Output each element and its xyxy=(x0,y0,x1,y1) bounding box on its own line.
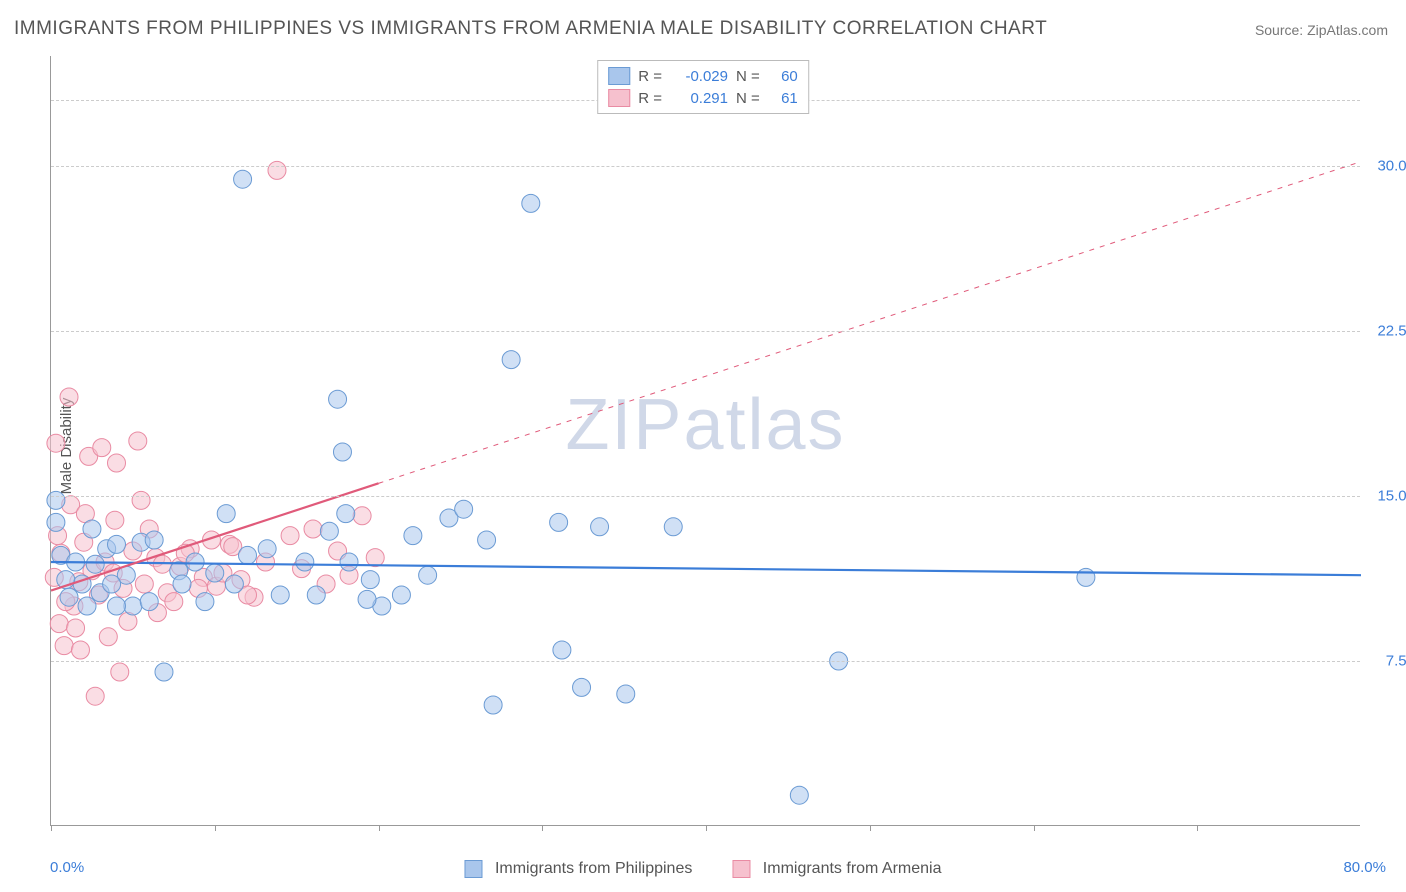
legend-item-philippines: Immigrants from Philippines xyxy=(464,860,692,878)
x-tick xyxy=(542,825,543,831)
swatch-philippines xyxy=(464,860,482,878)
x-tick xyxy=(1197,825,1198,831)
legend-item-armenia: Immigrants from Armenia xyxy=(732,860,941,878)
n-value-armenia: 61 xyxy=(768,90,798,107)
n-label: N = xyxy=(736,90,760,107)
y-tick-label: 30.0% xyxy=(1377,158,1406,175)
x-tick xyxy=(870,825,871,831)
swatch-armenia xyxy=(608,89,630,107)
x-tick xyxy=(1034,825,1035,831)
r-value-philippines: -0.029 xyxy=(670,68,728,85)
x-tick xyxy=(51,825,52,831)
x-tick xyxy=(379,825,380,831)
correlation-row-philippines: R = -0.029 N = 60 xyxy=(608,65,798,87)
x-tick xyxy=(706,825,707,831)
legend-label-philippines: Immigrants from Philippines xyxy=(495,860,692,877)
n-label: N = xyxy=(736,68,760,85)
r-label: R = xyxy=(638,90,662,107)
legend-label-armenia: Immigrants from Armenia xyxy=(763,860,942,877)
correlation-legend: R = -0.029 N = 60 R = 0.291 N = 61 xyxy=(597,60,809,114)
r-value-armenia: 0.291 xyxy=(670,90,728,107)
x-axis-min: 0.0% xyxy=(50,859,84,876)
scatter-svg xyxy=(51,56,1360,825)
series-legend: Immigrants from Philippines Immigrants f… xyxy=(464,860,941,878)
r-label: R = xyxy=(638,68,662,85)
correlation-row-armenia: R = 0.291 N = 61 xyxy=(608,87,798,109)
x-tick xyxy=(215,825,216,831)
plot-area: ZIPatlas 7.5%15.0%22.5%30.0% xyxy=(50,56,1360,826)
y-tick-label: 15.0% xyxy=(1377,488,1406,505)
chart-title: IMMIGRANTS FROM PHILIPPINES VS IMMIGRANT… xyxy=(14,18,1047,40)
y-tick-label: 7.5% xyxy=(1386,653,1406,670)
n-value-philippines: 60 xyxy=(768,68,798,85)
source-credit: Source: ZipAtlas.com xyxy=(1255,22,1388,38)
x-axis-max: 80.0% xyxy=(1343,859,1386,876)
y-tick-label: 22.5% xyxy=(1377,323,1406,340)
swatch-philippines xyxy=(608,67,630,85)
swatch-armenia xyxy=(732,860,750,878)
